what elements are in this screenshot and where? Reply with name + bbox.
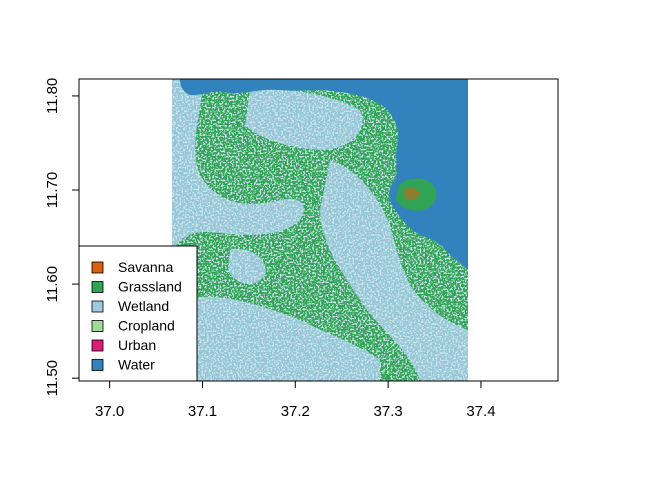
legend-label-urban: Urban <box>118 337 156 353</box>
y-tick-label: 11.80 <box>44 78 61 114</box>
water-body <box>180 79 468 270</box>
legend-label-water: Water <box>118 357 155 373</box>
x-tick-label: 37.2 <box>281 403 310 420</box>
y-axis: 11.50 11.60 11.70 11.80 <box>44 78 80 396</box>
x-axis: 37.0 37.1 37.2 37.3 37.4 <box>95 380 496 420</box>
x-tick-label: 37.4 <box>466 403 495 420</box>
island-savanna <box>404 187 420 201</box>
legend-swatch-urban <box>91 339 104 352</box>
x-tick-label: 37.0 <box>95 403 124 420</box>
legend-label-grassland: Grassland <box>118 279 182 295</box>
x-tick-label: 37.1 <box>188 403 217 420</box>
legend-swatch-savanna <box>91 261 104 274</box>
legend-swatch-cropland <box>91 320 104 332</box>
legend-swatch-grassland <box>91 281 104 293</box>
legend-label-cropland: Cropland <box>118 318 175 334</box>
y-tick-label: 11.70 <box>44 172 61 208</box>
y-tick-label: 11.50 <box>44 360 61 396</box>
land-cover-raster <box>172 79 468 381</box>
y-tick-label: 11.60 <box>44 266 61 302</box>
legend-label-wetland: Wetland <box>118 298 169 314</box>
legend-swatch-water <box>91 359 104 371</box>
legend-swatch-wetland <box>91 300 104 313</box>
legend-label-savanna: Savanna <box>118 259 173 275</box>
legend: Savanna Grassland Wetland Cropland Urban Wate… <box>78 245 198 382</box>
x-tick-label: 37.3 <box>374 403 403 420</box>
